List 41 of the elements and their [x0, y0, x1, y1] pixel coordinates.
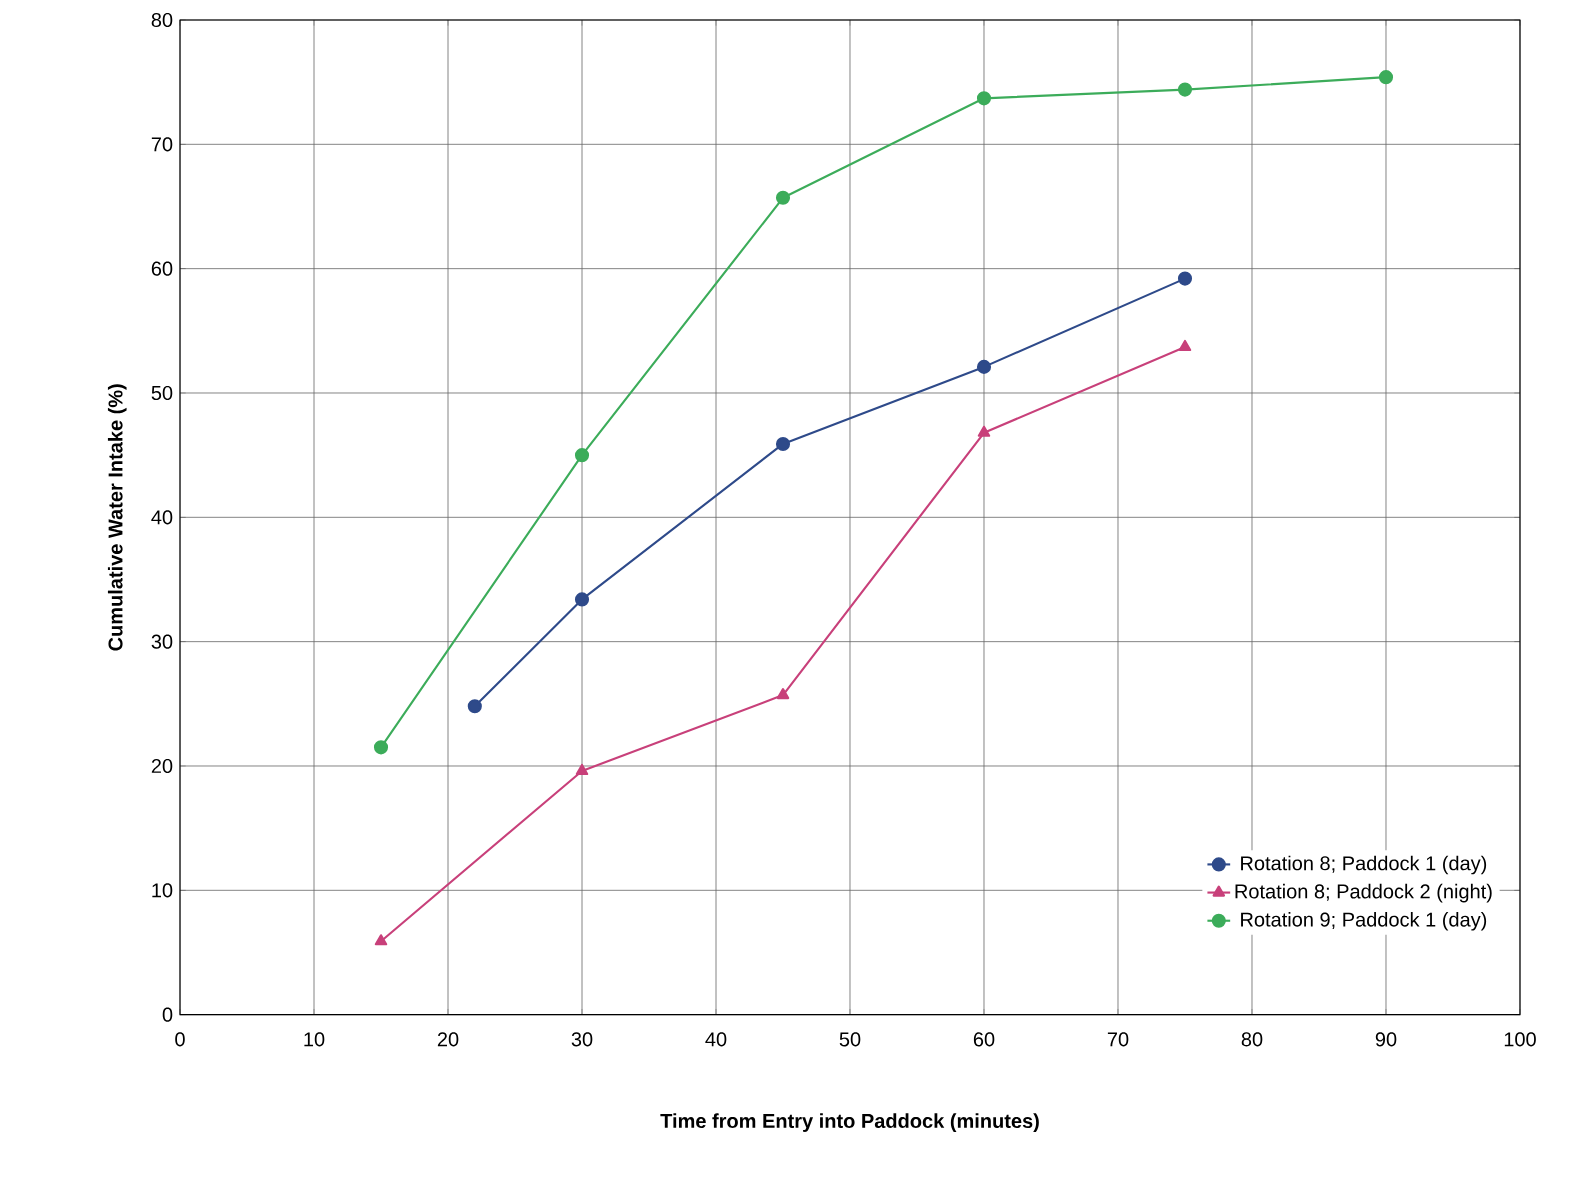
- legend-label: Rotation 8; Paddock 2 (night): [1235, 883, 1492, 903]
- x-tick-label: 30: [571, 1032, 593, 1047]
- x-tick-label: 10: [304, 1032, 325, 1047]
- point: [575, 763, 589, 775]
- point: [374, 934, 388, 946]
- point: [1178, 339, 1192, 351]
- y-tick-label: 80: [151, 12, 173, 27]
- x-tick-label: 70: [1107, 1032, 1129, 1047]
- x-tick-label: 0: [175, 1032, 185, 1047]
- x-tick-label: 90: [1375, 1032, 1397, 1047]
- y-axis-title: Cumulative Water Intake (%): [107, 384, 127, 651]
- x-tick-label: 100: [1504, 1032, 1536, 1047]
- point: [467, 699, 482, 714]
- legend-label: Rotation 9; Paddock 1 (day): [1241, 911, 1487, 931]
- point: [574, 592, 590, 607]
- point: [775, 190, 791, 205]
- y-tick-label: 50: [151, 385, 173, 400]
- x-tick-label: 60: [973, 1032, 995, 1047]
- y-tick-label: 30: [151, 634, 173, 649]
- y-tick-label: 40: [151, 510, 173, 525]
- y-tick-label: 0: [162, 1007, 173, 1022]
- point: [1378, 69, 1394, 85]
- x-tick-label: 80: [1241, 1032, 1263, 1047]
- x-tick-label: 40: [705, 1032, 727, 1047]
- legend-label: Rotation 8; Paddock 1 (day): [1241, 855, 1487, 875]
- point: [574, 447, 590, 463]
- point: [1177, 82, 1193, 97]
- point: [373, 740, 389, 755]
- x-tick-label: 20: [437, 1032, 459, 1047]
- point: [775, 436, 791, 451]
- point: [977, 425, 991, 437]
- y-tick-label: 20: [151, 758, 173, 773]
- y-tick-label: 60: [151, 261, 173, 276]
- point: [776, 687, 790, 700]
- x-tick-label: 50: [839, 1032, 861, 1047]
- y-tick-label: 70: [151, 137, 173, 152]
- point: [976, 359, 992, 374]
- x-axis-title: Time from Entry into Paddock (minutes): [660, 1113, 1039, 1132]
- y-tick-label: 10: [152, 883, 173, 898]
- point: [1177, 271, 1193, 286]
- point: [976, 91, 992, 106]
